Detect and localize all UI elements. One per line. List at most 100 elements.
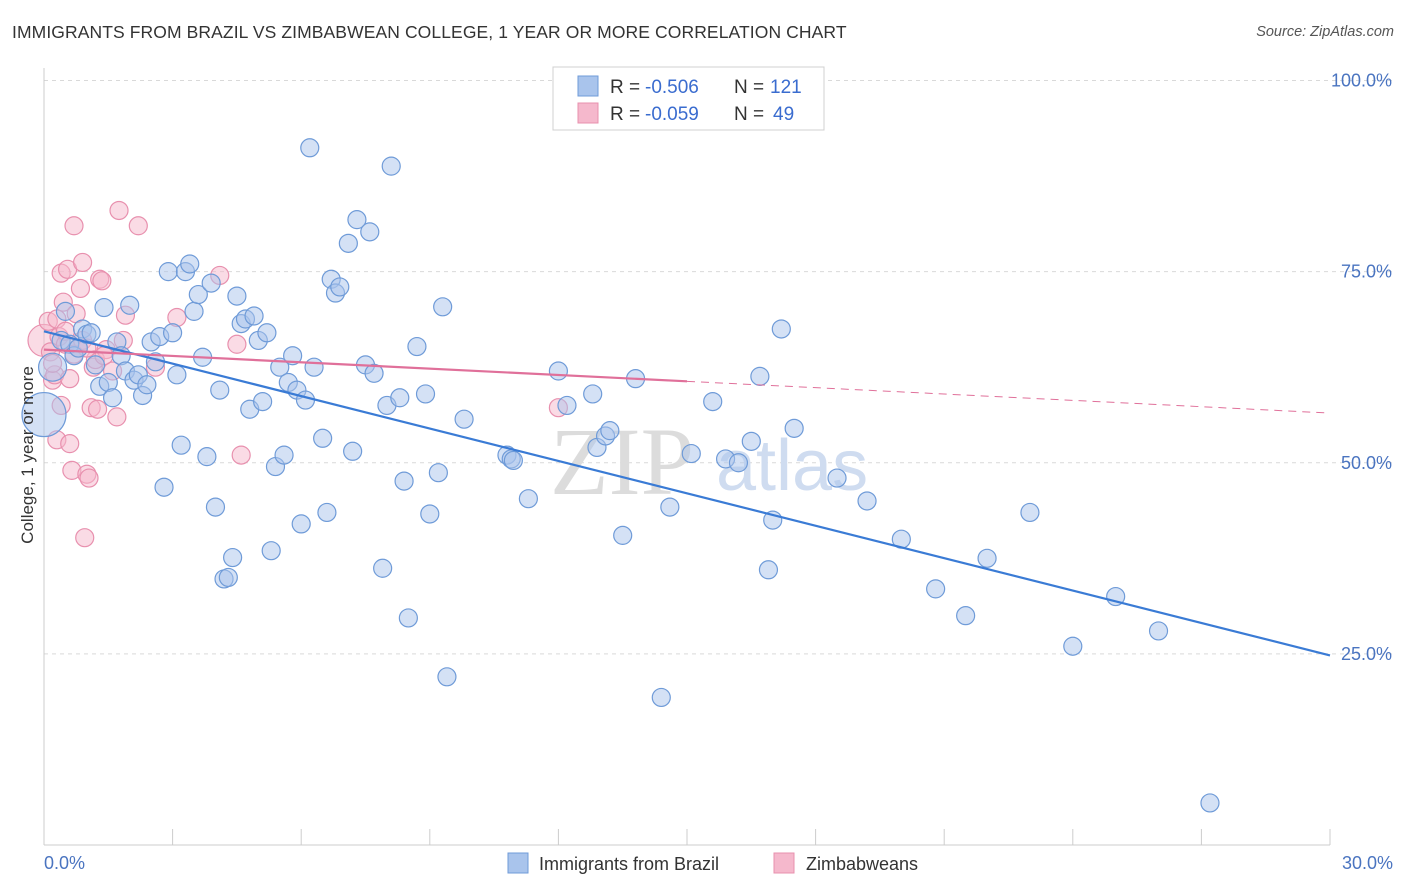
trend-lines [43,330,1331,657]
brazil-point-69 [347,210,367,230]
brazil-point-115 [977,548,997,568]
brazil-point-49 [253,391,273,412]
brazil-point-51 [261,541,281,561]
legend-r-label-1: R = [610,77,640,98]
legend-swatch-pink [577,102,599,124]
brazil-point-62 [313,428,333,448]
brazil-point-117 [1063,636,1083,656]
zimbabwean-point-16 [70,278,91,299]
brazil-point-22 [137,375,157,395]
brazil-point-1 [37,352,68,382]
brazil-point-60 [300,138,320,158]
brazil-point-59 [295,390,316,410]
brazil-point-26 [154,477,174,497]
x-tick-label-max: 30.0% [1342,853,1393,873]
brazil-point-18 [120,295,140,315]
brazil-points [21,138,1220,813]
brazil-point-37 [201,273,221,293]
axes [43,68,1331,846]
brazil-point-80 [415,384,436,404]
legend-swatch-blue [577,75,599,97]
brazil-point-99 [660,497,680,517]
brazil-point-0 [21,391,67,438]
y-tick-label-1: 50.0% [1341,453,1392,473]
watermark-zip: ZIP [550,408,694,515]
zimbabwean-point-18 [75,528,95,548]
brazil-point-113 [926,579,946,599]
legend-n-value-1: 121 [770,77,802,98]
brazil-point-30 [171,435,191,455]
zimbabwean-point-17 [72,252,93,273]
source-credit: Source: ZipAtlas.com [1256,24,1394,40]
brazil-point-61 [304,357,324,377]
brazil-point-34 [188,284,208,305]
brazil-point-67 [338,233,358,253]
brazil-point-41 [218,567,238,588]
brazil-point-114 [956,606,976,626]
brazil-point-98 [651,687,671,708]
brazil-point-14 [102,388,123,408]
brazil-point-95 [600,421,620,441]
brazil-point-101 [703,391,723,412]
series-label-brazil: Immigrants from Brazil [539,854,719,874]
legend-n-label-1: N = [734,77,764,98]
brazil-point-100 [681,443,701,464]
brazil-point-83 [433,297,453,317]
brazil-point-92 [583,384,603,404]
brazil-point-110 [827,468,847,488]
brazil-point-103 [728,453,749,473]
chart-title: IMMIGRANTS FROM BRAZIL VS ZIMBABWEAN COL… [12,22,847,42]
brazil-point-29 [167,365,187,385]
brazil-point-85 [454,409,474,429]
x-tick-label-min: 0.0% [44,853,85,873]
brazil-point-111 [857,491,877,511]
watermark: ZIP atlas [550,408,868,515]
brazil-point-75 [381,156,401,176]
legend-r-label-2: R = [610,104,640,125]
brazil-point-68 [343,441,363,461]
brazil-point-78 [398,608,418,628]
y-tick-label-0: 25.0% [1341,644,1392,664]
y-tick-label-3: 100.0% [1331,71,1392,91]
brazil-point-36 [197,447,217,467]
brazil-point-27 [158,262,178,282]
legend-n-label-2: N = [734,104,764,125]
brazil-point-89 [518,489,538,509]
zimbabwean-point-38 [231,445,251,465]
zimbabwean-point-20 [79,468,99,488]
brazil-point-79 [407,336,427,357]
brazil-point-38 [205,497,226,517]
brazil-point-42 [223,547,243,568]
brazil-point-3 [55,301,76,321]
brazil-point-119 [1148,621,1169,641]
brazil-point-120 [1200,793,1220,813]
brazil-point-88 [503,450,523,471]
y-axis-title: College, 1 year or more [18,366,37,544]
zimbabwean-point-11 [60,434,80,454]
brazil-point-47 [244,306,264,326]
brazil-point-71 [360,222,380,242]
brazil-point-12 [94,297,114,318]
brazil-point-96 [613,525,633,545]
series-swatch-zimbabweans [773,852,795,874]
series-legend: Immigrants from Brazil Zimbabweans [507,852,918,874]
zimbabwean-point-26 [92,271,112,291]
series-label-zimbabweans: Zimbabweans [806,854,918,874]
brazil-point-90 [548,361,569,381]
brazil-trend-line [43,330,1331,657]
brazil-point-28 [163,323,183,343]
zimbabwean-point-29 [107,407,127,427]
y-tick-label-2: 75.0% [1341,262,1392,282]
legend-r-value-1: -0.506 [645,77,699,98]
brazil-point-39 [210,380,230,400]
legend-r-value-2: -0.059 [645,104,699,125]
brazil-point-66 [330,277,350,297]
brazil-point-91 [557,395,577,416]
zimbabweans-trend-line-extension [686,380,1331,414]
brazil-point-50 [257,323,277,343]
brazil-point-58 [291,514,311,534]
zimbabweans-trend-line [43,348,688,383]
zimbabwean-point-33 [128,216,148,236]
zimbabwean-point-24 [87,399,108,419]
